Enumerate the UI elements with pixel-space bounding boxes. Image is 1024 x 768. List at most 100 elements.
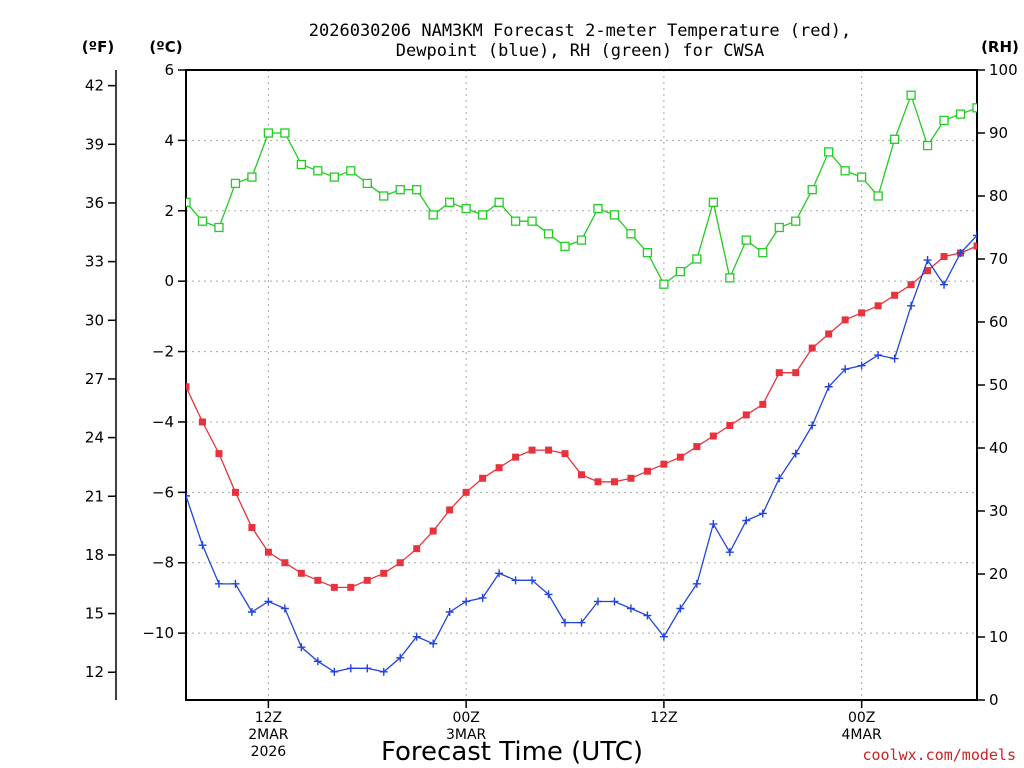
x-tick-label: 4MAR (841, 727, 882, 743)
chart-title-line-2: Dewpoint (blue), RH (green) for CWSA (396, 41, 764, 61)
temperature-point (693, 443, 701, 451)
dewpoint-point (544, 590, 553, 599)
dewpoint-point (1006, 207, 1014, 215)
temperature-point (396, 559, 404, 567)
rh-point (576, 235, 587, 245)
temperature-point (874, 302, 882, 310)
credit-label: coolwx.com/models (862, 746, 1016, 764)
temperature-point (413, 545, 421, 553)
rh-point (659, 279, 669, 289)
dewpoint-point (610, 597, 619, 606)
rh-point (461, 203, 471, 214)
dewpoint-point (923, 256, 932, 265)
temperature-point (215, 450, 223, 458)
rh-point (543, 229, 554, 239)
rh-point (989, 85, 997, 93)
temperature-point (495, 464, 503, 472)
celsius-tick-label: 6 (164, 61, 174, 79)
temperature-point (330, 583, 338, 591)
dewpoint-point (198, 541, 207, 550)
rh-point (906, 90, 916, 100)
dewpoint-point (379, 667, 388, 676)
dewpoint-point (396, 653, 405, 662)
temperature-point (858, 309, 866, 317)
celsius-unit-label: (ºC) (149, 38, 182, 56)
rh-point (642, 248, 653, 258)
dewpoint-point (709, 520, 718, 529)
rh-point (445, 197, 455, 207)
temperature-point (726, 421, 734, 429)
rh-point (197, 216, 208, 226)
dewpoint-point (742, 516, 751, 525)
series-line (186, 234, 977, 673)
rh-point (560, 241, 570, 252)
dewpoint-point (725, 548, 734, 557)
dewpoint-point (593, 597, 602, 606)
fahrenheit-tick-label: 33 (85, 253, 104, 271)
dewpoint-point (264, 597, 273, 606)
dewpoint-point (874, 351, 883, 360)
temperature-point (561, 450, 569, 458)
dewpoint-point (511, 576, 520, 585)
rh-point (412, 185, 422, 195)
rh-point (362, 178, 372, 189)
temperature-point (759, 400, 767, 408)
x-tick-label: 2026 (251, 744, 287, 760)
celsius-tick-label: 4 (164, 131, 174, 149)
dewpoint-point (363, 664, 372, 673)
data-series (166, 85, 1014, 676)
celsius-tick-label: −10 (142, 624, 174, 642)
dewpoint-point (231, 579, 240, 588)
rh-point (593, 203, 603, 214)
rh-point (840, 166, 850, 176)
temperature-point (446, 506, 454, 514)
dewpoint-point (758, 509, 767, 518)
dewpoint-point (528, 576, 537, 585)
temperature-point (973, 242, 977, 250)
fahrenheit-tick-label: 12 (85, 663, 104, 681)
x-tick-label: 00Z (452, 710, 479, 726)
dewpoint-point (857, 361, 866, 370)
dewpoint-point (841, 365, 850, 374)
dewpoint-point (791, 449, 800, 458)
rh-point (972, 103, 977, 113)
chart-title-line-1: 2026030206 NAM3KM Forecast 2-meter Tempe… (309, 21, 851, 41)
series-2-meter-temperature (186, 232, 997, 591)
fahrenheit-tick-label: 42 (85, 77, 104, 95)
rh-point (774, 222, 784, 233)
dewpoint-point (166, 474, 174, 482)
dewpoint-point (824, 382, 833, 391)
rh-tick-label: 70 (989, 250, 1008, 268)
rh-tick-label: 90 (989, 124, 1008, 142)
temperature-point (363, 576, 371, 584)
temperature-point (594, 478, 602, 486)
fahrenheit-tick-label: 18 (85, 546, 104, 564)
fahrenheit-tick-label: 24 (85, 429, 104, 447)
dewpoint-point (478, 593, 487, 602)
dewpoint-point (297, 643, 306, 652)
x-tick-label: 12Z (255, 710, 282, 726)
dewpoint-point (676, 604, 685, 613)
temperature-point (627, 474, 635, 482)
dewpoint-point (692, 579, 701, 588)
temperature-point (709, 432, 717, 440)
dewpoint-point (186, 491, 190, 500)
series-line (186, 93, 977, 286)
temperature-point (528, 446, 536, 454)
dewpoint-point (462, 597, 471, 606)
rh-point (510, 216, 521, 226)
rh-point (626, 229, 636, 239)
rh-tick-label: 100 (989, 61, 1018, 79)
dewpoint-point (495, 569, 504, 578)
rh-point (428, 210, 438, 220)
rh-point (247, 172, 257, 182)
dewpoint-point (989, 228, 997, 236)
rh-point (889, 134, 900, 144)
temperature-point (297, 569, 305, 577)
rh-point (214, 222, 224, 233)
rh-point (939, 115, 949, 126)
rh-point (741, 235, 751, 245)
temperature-point (990, 232, 997, 239)
rh-point (263, 128, 274, 138)
temperature-point (792, 369, 800, 377)
